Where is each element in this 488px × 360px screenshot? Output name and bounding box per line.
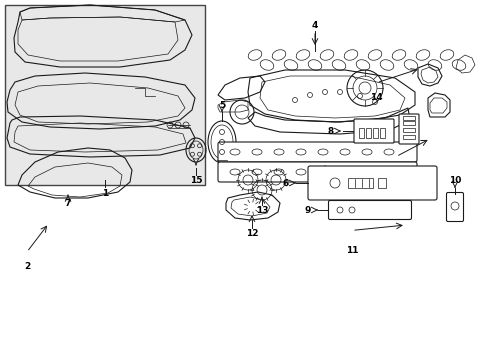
Text: 11: 11 (345, 246, 358, 255)
Text: 5: 5 (219, 100, 224, 109)
Text: 1: 1 (102, 189, 108, 198)
Text: 7: 7 (65, 198, 71, 207)
Bar (5, 5, 204, 185)
Bar (402, 128, 414, 132)
FancyBboxPatch shape (398, 114, 418, 144)
Text: 10: 10 (448, 176, 460, 185)
Text: 6: 6 (282, 179, 288, 188)
Text: 4: 4 (311, 21, 318, 30)
Text: 2: 2 (24, 262, 30, 271)
Bar (402, 116, 414, 120)
Text: 3: 3 (321, 177, 327, 186)
Text: 14: 14 (369, 93, 382, 102)
Bar (402, 121, 414, 125)
FancyBboxPatch shape (353, 119, 393, 143)
Text: 15: 15 (189, 176, 202, 185)
FancyBboxPatch shape (328, 201, 411, 220)
Bar (365, 128, 370, 138)
Bar (377, 178, 385, 188)
FancyBboxPatch shape (218, 142, 416, 162)
Bar (358, 128, 363, 138)
Text: 13: 13 (255, 206, 268, 215)
Text: 12: 12 (245, 229, 258, 238)
Bar (402, 135, 414, 139)
FancyBboxPatch shape (307, 166, 436, 200)
Bar (347, 178, 372, 188)
Bar (372, 128, 377, 138)
Bar (379, 128, 384, 138)
Text: 9: 9 (304, 206, 310, 215)
Text: 16: 16 (389, 172, 402, 181)
FancyBboxPatch shape (446, 193, 463, 221)
FancyBboxPatch shape (218, 162, 416, 182)
Text: 8: 8 (327, 126, 333, 135)
